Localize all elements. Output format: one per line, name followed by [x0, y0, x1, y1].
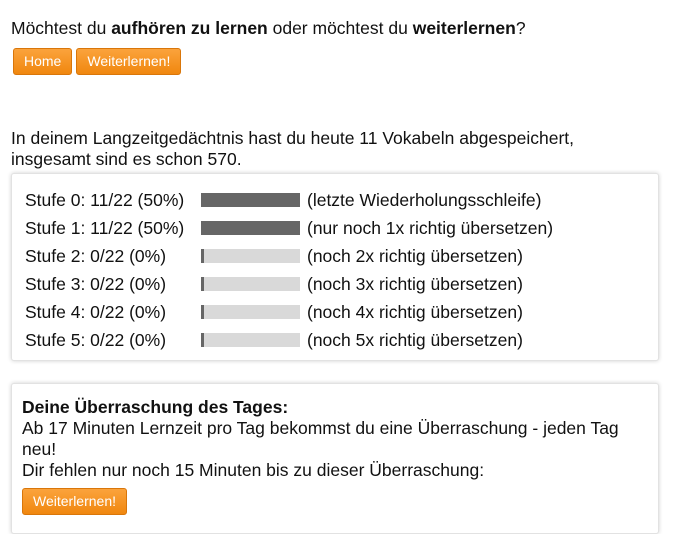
surprise-description: Ab 17 Minuten Lernzeit pro Tag bekommst …: [22, 418, 619, 459]
stage-note: (nur noch 1x richtig übersetzen): [307, 217, 554, 238]
stages-panel: Stufe 0: 11/22 (50%) (letzte Wiederholun…: [11, 173, 659, 361]
stage-note: (noch 3x richtig übersetzen): [307, 273, 523, 294]
stage-progress-fill: [201, 221, 300, 235]
stage-progress-bar: [201, 333, 300, 347]
stage-progress-bar: [201, 277, 300, 291]
stage-note: (noch 2x richtig übersetzen): [307, 245, 523, 266]
question-part-3: ?: [515, 18, 526, 38]
stage-row: Stufe 1: 11/22 (50%) (nur noch 1x richti…: [25, 214, 658, 242]
stage-label: Stufe 0: 11/22 (50%): [25, 189, 185, 210]
stage-note: (letzte Wiederholungsschleife): [307, 189, 542, 210]
home-button[interactable]: Home: [13, 48, 73, 75]
long-term-memory-info: In deinem Langzeitgedächtnis hast du heu…: [11, 128, 671, 170]
memory-line-1: In deinem Langzeitgedächtnis hast du heu…: [11, 128, 575, 148]
stage-note: (noch 4x richtig übersetzen): [307, 301, 523, 322]
stage-row: Stufe 2: 0/22 (0%) (noch 2x richtig über…: [25, 242, 658, 270]
surprise-title: Deine Überraschung des Tages:: [22, 397, 289, 417]
stage-progress-bar: [201, 193, 300, 207]
stage-progress-bar: [201, 221, 300, 235]
stage-label: Stufe 1: 11/22 (50%): [25, 217, 185, 238]
stage-progress-fill: [201, 193, 300, 207]
stage-progress-fill: [201, 333, 204, 347]
stage-row: Stufe 3: 0/22 (0%) (noch 3x richtig über…: [25, 270, 658, 298]
surprise-remaining-time: Dir fehlen nur noch 15 Minuten bis zu di…: [22, 460, 485, 480]
question-continue-learning: weiterlernen: [412, 18, 516, 38]
stage-progress-fill: [201, 305, 204, 319]
question-text: Möchtest du aufhören zu lernen oder möch…: [11, 17, 526, 39]
stage-row: Stufe 5: 0/22 (0%) (noch 5x richtig über…: [25, 326, 658, 354]
continue-learning-button[interactable]: Weiterlernen!: [76, 48, 182, 75]
stage-label: Stufe 5: 0/22 (0%): [25, 329, 167, 350]
question-part-2: oder möchtest du: [267, 18, 413, 38]
question-stop-learning: aufhören zu lernen: [111, 18, 268, 38]
stage-progress-fill: [201, 249, 204, 263]
stage-progress-bar: [201, 249, 300, 263]
stage-progress-fill: [201, 277, 204, 291]
daily-surprise-panel: Deine Überraschung des Tages: Ab 17 Minu…: [11, 383, 659, 534]
action-buttons: Home Weiterlernen!: [13, 48, 182, 75]
stage-progress-bar: [201, 305, 300, 319]
surprise-continue-button[interactable]: Weiterlernen!: [22, 488, 128, 515]
memory-line-2: insgesamt sind es schon 570.: [11, 149, 242, 169]
stage-row: Stufe 4: 0/22 (0%) (noch 4x richtig über…: [25, 298, 658, 326]
stage-note: (noch 5x richtig übersetzen): [307, 329, 523, 350]
stage-row: Stufe 0: 11/22 (50%) (letzte Wiederholun…: [25, 186, 658, 214]
stage-label: Stufe 3: 0/22 (0%): [25, 273, 167, 294]
question-part-1: Möchtest du: [11, 18, 112, 38]
stage-label: Stufe 2: 0/22 (0%): [25, 245, 167, 266]
stage-label: Stufe 4: 0/22 (0%): [25, 301, 167, 322]
